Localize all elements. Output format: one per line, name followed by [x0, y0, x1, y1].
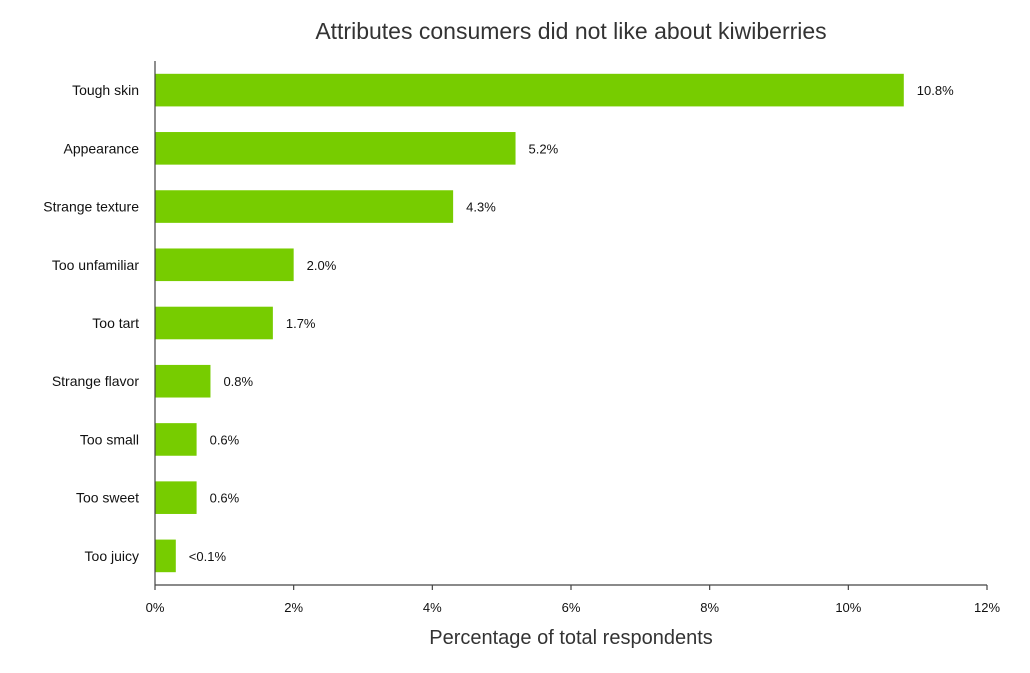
category-label: Strange flavor — [52, 373, 139, 389]
bar — [155, 190, 454, 223]
bar — [155, 481, 197, 514]
x-tick-label: 6% — [562, 600, 581, 615]
data-label: 5.2% — [529, 141, 559, 156]
bar — [155, 73, 904, 107]
category-label: Too sweet — [76, 490, 139, 506]
data-label: 4.3% — [466, 200, 496, 215]
x-tick-label: 2% — [284, 600, 303, 615]
x-tick-label: 4% — [423, 600, 442, 615]
category-label: Tough skin — [72, 82, 139, 98]
data-label: <0.1% — [189, 549, 227, 564]
bar — [155, 539, 176, 573]
data-label: 0.8% — [223, 374, 253, 389]
category-label: Too juicy — [85, 548, 139, 564]
bar — [155, 132, 516, 165]
bar — [155, 364, 211, 398]
data-labels: 10.8% 5.2% 4.3% 2.0% 1.7% 0.8% 0.6% 0.6% <0.1% — [189, 83, 954, 564]
category-label: Too tart — [92, 315, 139, 331]
data-label: 0.6% — [210, 432, 240, 447]
x-tick-label: 10% — [835, 600, 861, 615]
x-axis-label: Percentage of total respondents — [429, 627, 713, 649]
data-label: 1.7% — [286, 316, 316, 331]
bar — [155, 423, 197, 456]
bar — [155, 248, 294, 282]
data-label: 10.8% — [917, 83, 954, 98]
x-tick-label: 12% — [974, 600, 1000, 615]
bars-group — [155, 73, 904, 573]
x-ticks: 0% 2% 4% 6% 8% 10% 12% — [146, 585, 1000, 615]
chart-title: Attributes consumers did not like about … — [315, 18, 827, 44]
category-label: Too unfamiliar — [52, 257, 139, 273]
category-label: Too small — [80, 431, 139, 447]
x-tick-label: 8% — [700, 600, 719, 615]
category-labels: Tough skin Appearance Strange texture Too u… — [43, 82, 139, 564]
category-label: Strange texture — [43, 199, 139, 215]
data-label: 0.6% — [210, 491, 240, 506]
category-label: Appearance — [63, 140, 139, 156]
data-label: 2.0% — [307, 258, 337, 273]
bar — [155, 306, 273, 340]
x-tick-label: 0% — [146, 600, 165, 615]
